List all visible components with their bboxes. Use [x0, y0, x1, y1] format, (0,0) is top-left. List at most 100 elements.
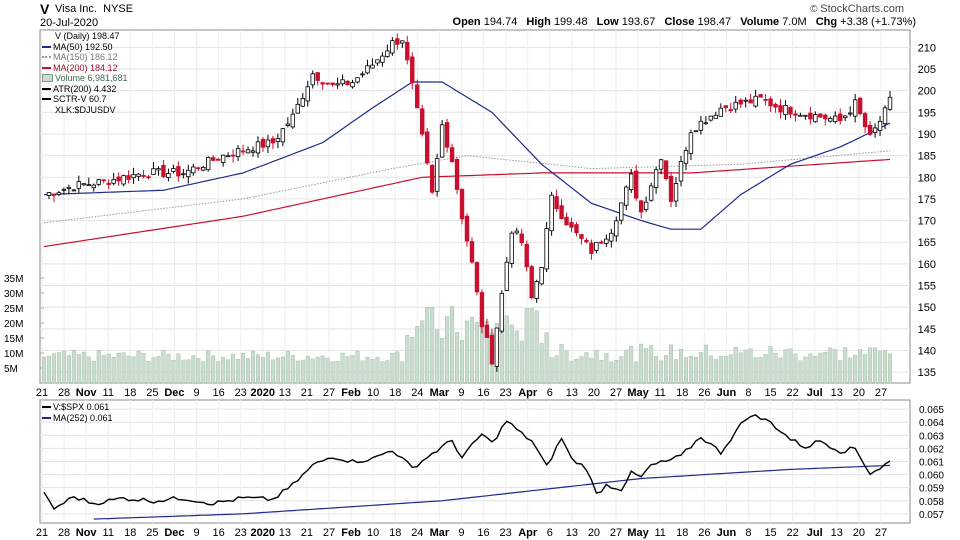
- candle-body: [210, 157, 216, 161]
- date-tick-label: 13: [831, 527, 843, 539]
- candle-body: [424, 131, 430, 164]
- volume-bar: [66, 355, 71, 384]
- date-tick-label: 13: [279, 527, 291, 539]
- volume-bar: [639, 343, 644, 384]
- candle-body: [534, 281, 539, 299]
- legend-swatch: [42, 98, 51, 101]
- candle-body: [415, 84, 420, 109]
- legend-label: Volume 6,981,681: [55, 73, 128, 83]
- volume-bar: [708, 355, 713, 384]
- brand-logo[interactable]: © StockCharts.com: [810, 3, 904, 15]
- volume-bar: [101, 355, 106, 384]
- volume-bar: [778, 357, 783, 384]
- candle-body: [479, 292, 485, 328]
- candle-body: [395, 38, 400, 45]
- candle-body: [285, 123, 291, 126]
- candle-body: [265, 139, 271, 148]
- candle-body: [788, 106, 793, 115]
- date-tick-label: 20: [588, 527, 600, 539]
- date-tick-label: 6: [547, 387, 553, 399]
- date-tick-label: 22: [787, 387, 799, 399]
- candle-body: [459, 188, 465, 220]
- candle-body: [624, 186, 629, 206]
- candle-body: [594, 241, 599, 251]
- volume-bar: [365, 356, 370, 384]
- candle-body: [260, 138, 266, 148]
- date-tick-label: 15: [764, 527, 776, 539]
- volume-bar: [609, 361, 614, 384]
- candle-body: [385, 50, 390, 57]
- candle-body: [638, 200, 644, 213]
- date-tick-label: 9: [458, 527, 464, 539]
- legend-entry: V (Daily) 198.47: [42, 31, 128, 42]
- volume-bar: [255, 354, 260, 384]
- volume-bar: [395, 351, 400, 384]
- date-tick-label: 18: [676, 527, 688, 539]
- volume-bar: [81, 351, 86, 384]
- volume-bar: [340, 352, 345, 384]
- date-tick-label: Dec: [164, 387, 184, 399]
- volume-bar: [519, 340, 524, 384]
- volume-bar: [425, 306, 430, 384]
- volume-bar: [768, 346, 773, 384]
- volume-bar: [221, 357, 226, 384]
- candle-body: [454, 159, 460, 190]
- date-tick-label: 25: [146, 387, 158, 399]
- date-tick-label: 9: [193, 387, 199, 399]
- volume-bar: [654, 356, 659, 384]
- volume-bar: [853, 354, 858, 384]
- date-tick-label: 16: [212, 387, 224, 399]
- candle-body: [206, 157, 211, 171]
- legend-swatch: [42, 45, 51, 48]
- candle-body: [235, 148, 241, 158]
- candle-body: [683, 150, 689, 164]
- legend-swatch: [42, 66, 51, 69]
- volume-bar: [748, 348, 753, 384]
- candle-body: [519, 233, 524, 244]
- volume-bar: [529, 307, 534, 384]
- candle-body: [768, 98, 773, 107]
- price-tick-label: 160: [918, 259, 936, 271]
- volume-bar: [345, 356, 350, 384]
- date-tick-label: 23: [235, 527, 247, 539]
- candle-body: [474, 262, 480, 293]
- volume-bar: [743, 349, 748, 384]
- volume-bar: [758, 357, 763, 384]
- candle-body: [245, 149, 251, 154]
- candle-body: [579, 234, 584, 239]
- candle-body: [504, 261, 510, 291]
- candle-body: [275, 138, 281, 142]
- candle-body: [803, 114, 808, 117]
- volume-bar: [211, 355, 216, 384]
- volume-bar: [315, 356, 320, 384]
- candle-body: [559, 205, 564, 220]
- candle-body: [574, 224, 579, 234]
- candle-body: [230, 154, 236, 157]
- date-tick-label: 27: [610, 387, 622, 399]
- price-tick-label: 150: [918, 302, 936, 314]
- date-tick-label: May: [627, 527, 649, 539]
- legend-entry: V:$SPX 0.061: [42, 402, 113, 413]
- date-tick-label: 27: [875, 387, 887, 399]
- candle-body: [604, 238, 609, 244]
- date-tick-label: Jun: [717, 387, 737, 399]
- candle-body: [862, 113, 868, 128]
- legend-label: V:$SPX 0.061: [53, 402, 110, 412]
- volume-tick-label: 30M: [4, 289, 23, 300]
- price-tick-label: 145: [918, 324, 936, 336]
- volume-bar: [718, 355, 723, 384]
- volume-bar: [320, 355, 325, 384]
- legend-entry: SCTR-V 60.7: [42, 94, 128, 105]
- date-tick-label: 23: [500, 527, 512, 539]
- candle-body: [111, 179, 116, 184]
- legend-label: MA(200) 184.12: [53, 62, 118, 73]
- volume-bar: [355, 350, 360, 384]
- date-tick-label: 22: [787, 527, 799, 539]
- candle-body: [778, 105, 783, 113]
- ratio-tick-label: 0.064: [919, 418, 944, 429]
- volume-bar: [116, 352, 121, 384]
- candle-body: [524, 243, 529, 268]
- volume-bar: [360, 360, 365, 384]
- candle-body: [614, 220, 619, 237]
